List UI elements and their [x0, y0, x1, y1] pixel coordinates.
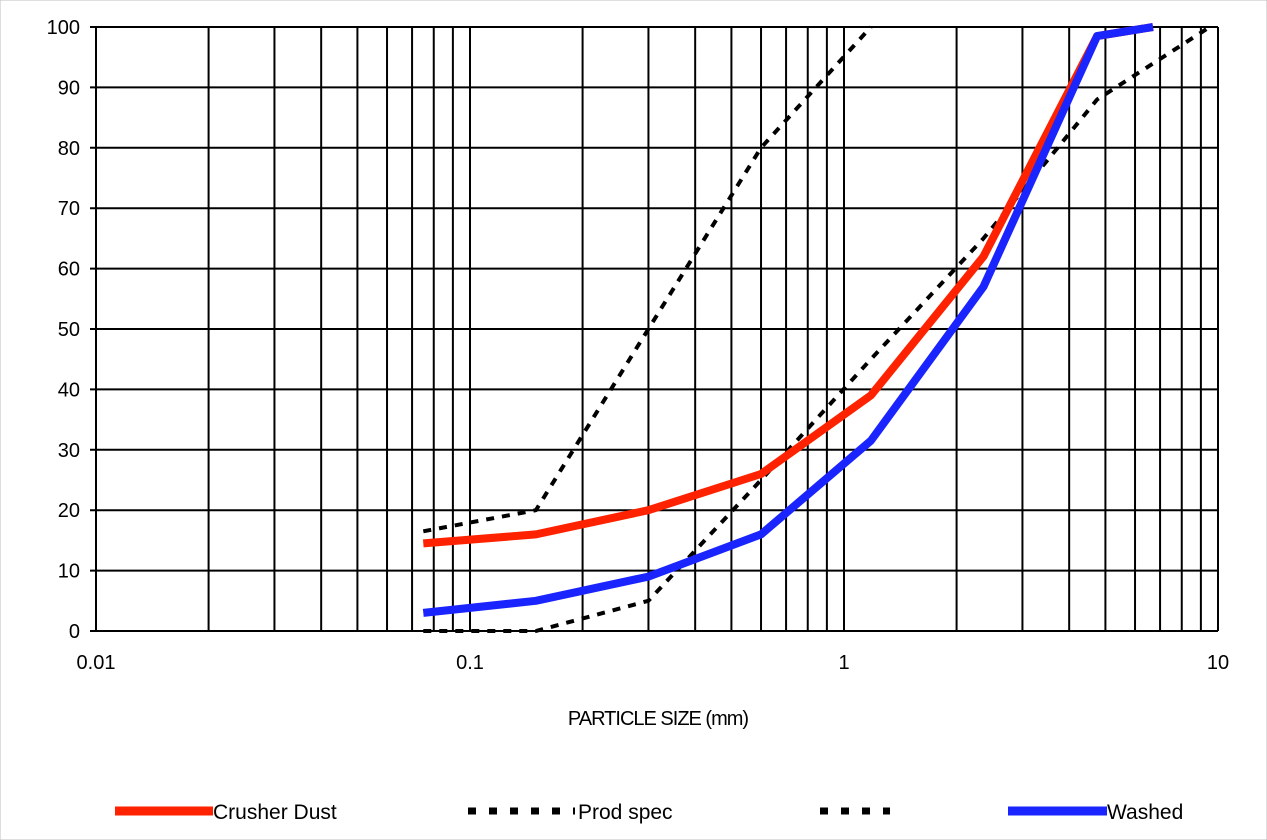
x-tick-label: 0.1 [456, 652, 484, 674]
legend-label-crusher-dust: Crusher Dust [213, 801, 337, 824]
y-tick-label: 40 [58, 379, 80, 401]
x-tick-label: 10 [1207, 652, 1229, 674]
y-tick-label: 0 [69, 621, 80, 643]
y-tick-label: 60 [58, 259, 80, 281]
y-tick-label: 20 [58, 500, 80, 522]
y-tick-label: 30 [58, 440, 80, 462]
x-tick-label: 0.01 [77, 652, 116, 674]
series-group [422, 23, 1211, 633]
y-tick-label: 10 [58, 561, 80, 583]
y-tick-label: 70 [58, 198, 80, 220]
x-tick-label: 1 [838, 652, 849, 674]
washed-series-line [422, 23, 1154, 617]
x-axis-title: PARTICLE SIZE (mm) [568, 708, 749, 730]
spec-lower-series-line [423, 25, 1211, 633]
legend-label-prod-spec: Prod spec [578, 801, 673, 824]
grid [90, 26, 1219, 632]
tick-labels: 0 10 20 30 40 50 60 70 80 90 100 0.01 0.1 1 10 [47, 17, 1230, 674]
prod-spec-series-line [422, 25, 873, 534]
legend-label-washed: Washed [1107, 801, 1183, 824]
y-tick-label: 90 [58, 77, 80, 99]
legend: Crusher Dust Prod spec Washed [115, 801, 1183, 824]
y-tick-label: 100 [47, 17, 80, 39]
y-tick-label: 50 [58, 319, 80, 341]
y-tick-label: 80 [58, 138, 80, 160]
